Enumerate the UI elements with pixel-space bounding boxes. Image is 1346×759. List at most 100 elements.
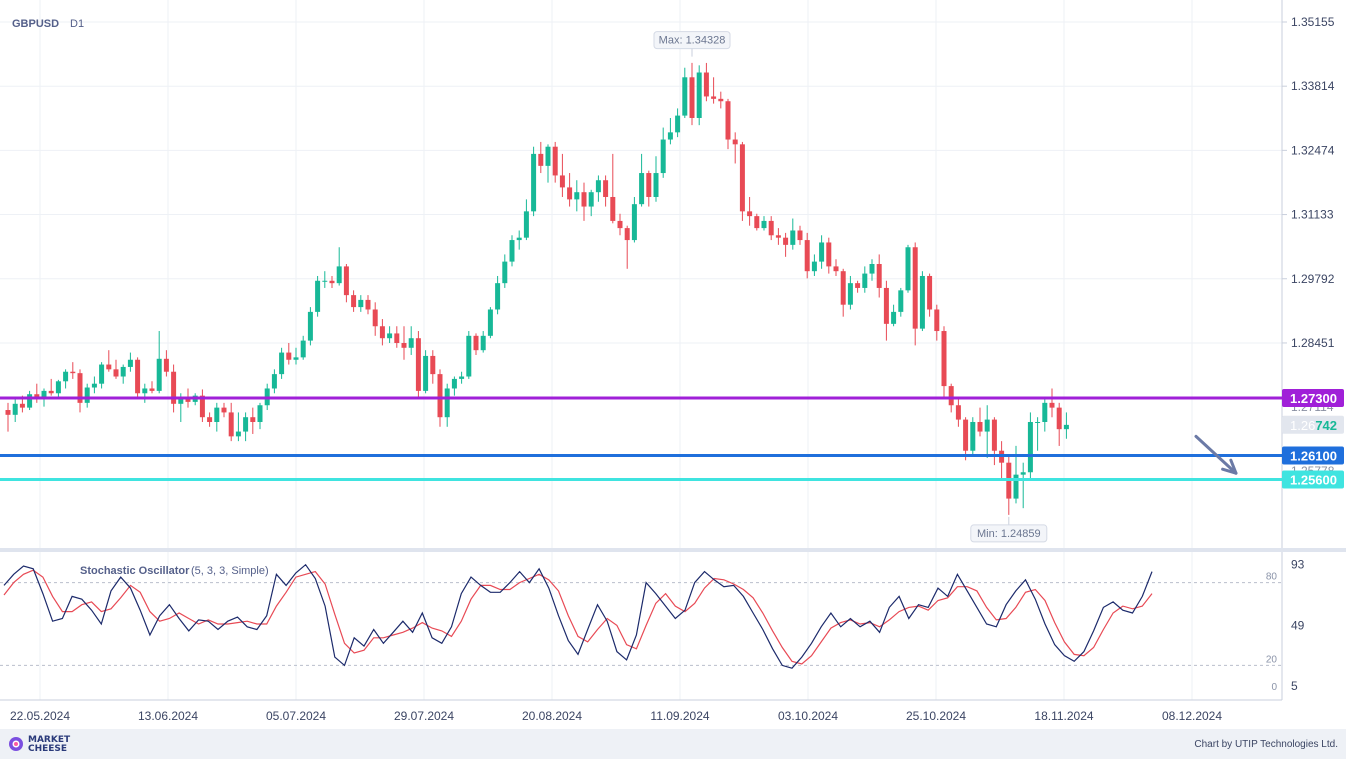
- candle-body: [423, 355, 429, 391]
- candle-body: [509, 240, 515, 262]
- candle-body: [797, 230, 803, 241]
- candle-body: [718, 98, 724, 102]
- candle-body: [610, 196, 616, 221]
- candle-body: [639, 173, 645, 205]
- candle-body: [739, 144, 745, 212]
- level-label-box: [1282, 470, 1344, 489]
- candle-body: [689, 77, 695, 118]
- candle-body: [235, 431, 241, 437]
- candle-body: [646, 173, 652, 197]
- candle-body: [991, 419, 997, 451]
- candle-body: [934, 309, 940, 332]
- candle-body: [307, 311, 313, 341]
- candle-body: [919, 275, 925, 329]
- candle-body: [768, 220, 774, 236]
- candle-body: [624, 228, 630, 241]
- candles-layer: [5, 62, 1069, 515]
- candle-body: [855, 283, 861, 288]
- level-label-box: [1282, 446, 1344, 465]
- candle-body: [531, 153, 537, 212]
- candle-body: [790, 230, 796, 245]
- candle-body: [732, 139, 738, 145]
- candle-body: [315, 280, 321, 312]
- candle-body: [495, 283, 501, 310]
- max-label: Max: 1.34328: [659, 35, 726, 47]
- candle-body: [970, 421, 976, 451]
- candle-body: [826, 242, 832, 267]
- candle-body: [91, 383, 97, 388]
- candle-body: [675, 115, 681, 133]
- candle-body: [941, 331, 947, 387]
- candle-body: [459, 376, 465, 379]
- date-tick-label: 13.06.2024: [138, 709, 198, 723]
- candle-body: [898, 290, 904, 312]
- candle-body: [516, 237, 522, 241]
- candle-body: [178, 399, 184, 404]
- symbol-label: GBPUSD: [12, 18, 59, 30]
- candle-body: [214, 407, 220, 422]
- candle-body: [552, 146, 558, 176]
- candle-body: [243, 417, 249, 432]
- candle-body: [372, 309, 378, 327]
- candle-body: [581, 192, 587, 207]
- candle-body: [905, 247, 911, 291]
- candle-body: [977, 421, 983, 432]
- candle-body: [466, 335, 472, 377]
- candle-body: [365, 299, 371, 310]
- candle-body: [955, 405, 961, 420]
- candle-body: [55, 381, 61, 394]
- candle-body: [538, 153, 544, 166]
- max-min-labels: Max: 1.34328 Min: 1.24859: [653, 31, 1048, 543]
- candle-body: [149, 388, 155, 391]
- candle-body: [127, 359, 133, 367]
- candle-body: [387, 333, 393, 339]
- candle-body: [408, 338, 414, 348]
- candle-body: [1063, 424, 1069, 430]
- candle-body: [401, 343, 407, 348]
- candle-body: [819, 242, 825, 262]
- candle-body: [106, 364, 112, 370]
- candle-body: [293, 357, 299, 360]
- candle-body: [351, 295, 357, 308]
- candle-body: [451, 378, 457, 389]
- date-tick-label: 11.09.2024: [650, 709, 709, 723]
- chart-credit: Chart by UTIP Technologies Ltd.: [1194, 739, 1338, 750]
- date-tick-label: 29.07.2024: [394, 709, 454, 723]
- candle-body: [19, 403, 25, 408]
- pane-separator[interactable]: [0, 548, 1346, 552]
- level-label-text: 1.25600: [1290, 472, 1337, 487]
- oscillator-lines: 80 20 0: [0, 563, 1282, 693]
- candle-body: [99, 364, 105, 384]
- candle-body: [783, 237, 789, 245]
- oscillator-grid: [39, 552, 1193, 700]
- candle-body: [113, 369, 119, 377]
- candle-body: [480, 335, 486, 351]
- candle-body: [12, 403, 18, 415]
- candle-body: [667, 132, 673, 140]
- candle-body: [415, 338, 421, 391]
- candle-body: [711, 96, 717, 99]
- candle-body: [250, 417, 256, 422]
- price-tick-label: 1.35155: [1291, 15, 1335, 29]
- oscillator-tick-label: 93: [1291, 558, 1305, 572]
- candle-body: [77, 373, 83, 403]
- price-tick-label: 1.33814: [1291, 79, 1335, 93]
- candle-body: [840, 271, 846, 305]
- candle-body: [891, 311, 897, 324]
- candle-body: [811, 261, 817, 272]
- candle-body: [574, 192, 580, 200]
- stochastic-d-line: [3, 569, 1153, 665]
- candle-body: [142, 388, 148, 394]
- candle-body: [156, 358, 162, 391]
- date-tick-label: 08.12.2024: [1162, 709, 1222, 723]
- timeframe-label: D1: [70, 18, 84, 30]
- forecast-arrow: [1194, 434, 1238, 475]
- candle-body: [379, 326, 385, 339]
- date-tick-label: 05.07.2024: [266, 709, 326, 723]
- oscillator-level-label: 20: [1266, 654, 1278, 665]
- date-tick-label: 20.08.2024: [522, 709, 582, 723]
- candle-body: [963, 419, 969, 451]
- oscillator-level-label: 0: [1271, 682, 1277, 693]
- candle-body: [912, 247, 918, 329]
- candle-body: [48, 390, 54, 394]
